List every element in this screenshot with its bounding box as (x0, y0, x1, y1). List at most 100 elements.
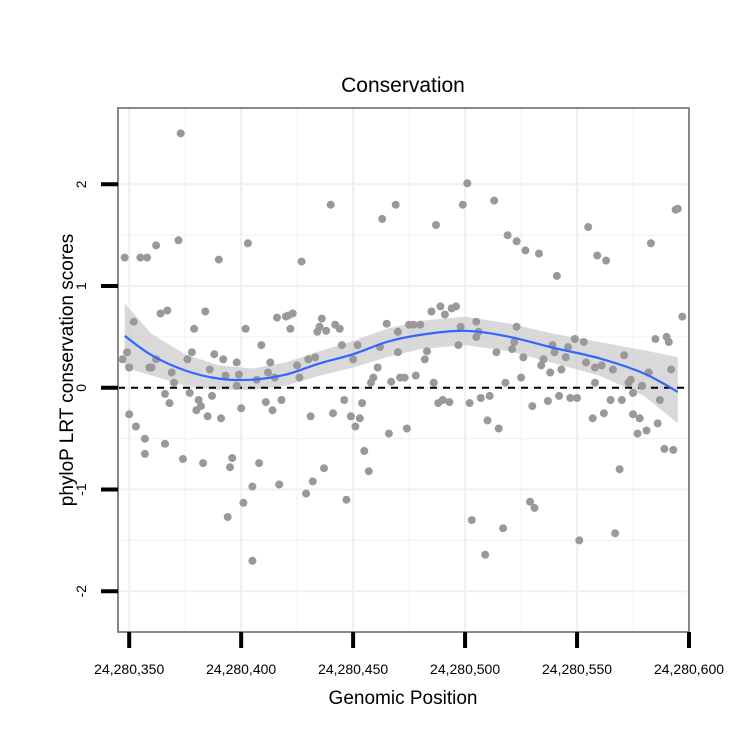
data-point (608, 365, 617, 374)
smooth-fit-line (124, 329, 679, 393)
data-point (521, 246, 530, 255)
data-point (552, 271, 561, 280)
data-point (308, 477, 317, 486)
data-point (165, 399, 174, 408)
data-point (662, 332, 671, 341)
data-point (629, 410, 637, 419)
y-axis-title: phyloP LRT conservation scores (57, 234, 78, 507)
data-point (255, 459, 264, 468)
data-point (201, 307, 210, 316)
data-points (118, 129, 687, 565)
data-point (351, 422, 360, 431)
data-point (678, 312, 687, 321)
data-point (579, 338, 588, 346)
data-point (440, 310, 449, 319)
data-point (349, 355, 358, 364)
x-axis-title: Genomic Position (329, 688, 478, 709)
data-point (599, 409, 608, 418)
data-point (423, 347, 431, 356)
data-point (143, 253, 152, 262)
data-point (400, 373, 409, 382)
data-point (221, 371, 230, 380)
data-point (136, 253, 145, 262)
data-point (481, 550, 490, 559)
data-point (266, 358, 275, 367)
data-point (472, 317, 481, 326)
data-point (561, 353, 570, 362)
data-point (591, 378, 599, 387)
data-point (575, 536, 584, 545)
data-point (519, 353, 528, 362)
data-point (288, 309, 297, 318)
data-point (140, 434, 149, 443)
data-point (118, 355, 127, 364)
data-point (620, 351, 629, 360)
data-point (315, 322, 324, 331)
data-point (311, 353, 320, 362)
data-point (655, 396, 664, 404)
confidence-band (124, 303, 678, 424)
x-tick-label: 24,280,550 (542, 661, 612, 677)
data-point (337, 341, 346, 350)
data-point (535, 249, 543, 258)
data-point (167, 368, 176, 377)
data-point (346, 412, 355, 421)
data-point (123, 348, 131, 357)
x-tick-label: 24,280,600 (654, 661, 724, 677)
data-point (593, 251, 602, 260)
data-point (326, 200, 335, 209)
data-point (273, 313, 281, 322)
data-point (463, 179, 472, 188)
data-point (667, 365, 676, 374)
data-point (642, 426, 651, 435)
data-point (140, 449, 149, 458)
y-tick-label: 0 (73, 384, 89, 392)
data-point (286, 324, 295, 333)
x-tick-label: 24,280,400 (206, 661, 276, 677)
data-point (185, 388, 194, 397)
data-point (156, 309, 165, 318)
x-tick-label: 24,280,450 (318, 661, 388, 677)
data-point (434, 399, 443, 408)
data-point (353, 341, 362, 350)
data-point (178, 455, 187, 463)
data-point (360, 446, 369, 455)
data-point (203, 412, 212, 421)
data-point (329, 409, 337, 418)
data-point (237, 404, 246, 413)
data-point (508, 345, 517, 354)
data-point (517, 373, 526, 382)
data-point (161, 389, 169, 398)
data-point (635, 414, 644, 423)
data-point (387, 377, 396, 386)
data-point (564, 343, 573, 352)
data-point (384, 429, 393, 438)
data-point (646, 239, 655, 248)
data-point (302, 489, 311, 498)
data-point (131, 422, 140, 431)
data-point (199, 459, 208, 468)
data-point (555, 391, 564, 400)
data-point (476, 394, 485, 402)
data-point (611, 529, 620, 538)
x-axis: 24,280,350 24,280,400 24,280,450 24,280,500… (94, 632, 724, 677)
data-point (214, 255, 223, 264)
data-point (539, 355, 548, 364)
data-point (626, 375, 635, 384)
data-point (125, 363, 134, 372)
data-point (232, 381, 241, 390)
data-point (402, 424, 411, 433)
data-point (588, 414, 597, 423)
data-point (170, 378, 178, 387)
panel-border (117, 107, 690, 633)
data-point (393, 348, 402, 357)
data-point (454, 341, 463, 350)
x-tick-label: 24,280,500 (430, 661, 500, 677)
data-point (358, 399, 367, 408)
data-point (638, 381, 646, 390)
data-point (125, 410, 134, 419)
data-point (543, 397, 552, 405)
data-point (582, 358, 590, 367)
data-point (409, 320, 418, 329)
